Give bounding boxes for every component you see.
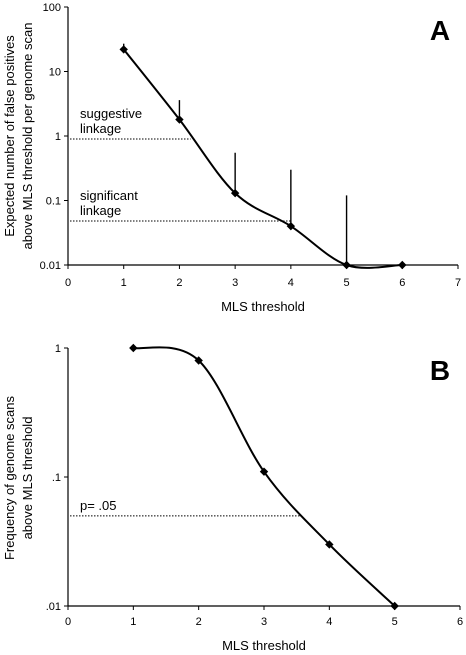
x-tick-label: 2 — [176, 277, 182, 289]
x-tick-label: 6 — [399, 277, 405, 289]
data-point — [390, 601, 399, 611]
x-tick-label: 6 — [457, 616, 463, 628]
series-line — [133, 346, 396, 607]
data-point — [119, 45, 128, 54]
threshold-label: suggestive — [80, 106, 142, 121]
x-tick-label: 3 — [261, 616, 267, 628]
y-axis-title: above MLS threshold — [20, 417, 35, 540]
data-point — [325, 540, 334, 549]
x-tick-label: 1 — [121, 277, 127, 289]
panel-letter: A — [430, 15, 450, 46]
threshold-label: linkage — [80, 121, 121, 136]
y-tick-label: 10 — [49, 67, 61, 79]
y-tick-label: .01 — [46, 601, 61, 613]
data-point — [129, 343, 138, 353]
data-point — [194, 356, 203, 365]
panel-letter: B — [430, 355, 450, 386]
data-point — [398, 260, 407, 270]
data-point — [259, 467, 269, 476]
threshold-label: linkage — [80, 203, 121, 218]
x-tick-label: 0 — [65, 616, 71, 628]
data-point — [175, 115, 184, 124]
threshold-label: p= .05 — [80, 498, 117, 513]
x-tick-label: 0 — [65, 277, 71, 289]
data-point — [342, 260, 351, 270]
chart-panel-b: 0 1 2 3 4 5 6 1 .1 .01 MLS threshold Frequency of g… — [2, 343, 463, 653]
data-point — [286, 221, 296, 231]
y-tick-label: 1 — [55, 131, 61, 143]
y-axis-title: above MLS threshold per genome scan — [20, 23, 35, 250]
y-tick-label: 1 — [55, 343, 61, 355]
threshold-label: significant — [80, 188, 138, 203]
y-tick-label: 0.01 — [40, 260, 61, 272]
y-tick-label: 0.1 — [46, 196, 61, 208]
x-tick-label: 5 — [344, 277, 350, 289]
x-tick-label: 3 — [232, 277, 238, 289]
y-axis-title: Frequency of genome scans — [2, 395, 17, 560]
y-tick-label: 100 — [43, 2, 61, 14]
x-tick-label: 4 — [288, 277, 294, 289]
data-point — [230, 188, 240, 198]
y-axis-title: Expected number of false positives — [2, 35, 17, 237]
x-tick-label: 7 — [455, 277, 461, 289]
y-tick-label: .1 — [52, 472, 61, 484]
x-axis-title: MLS threshold — [222, 638, 306, 653]
x-tick-label: 5 — [392, 616, 398, 628]
chart-panel-a: 0 1 2 3 4 5 6 7 100 10 1 0.1 0.01 MLS threshold Expect… — [2, 2, 461, 314]
x-tick-label: 2 — [196, 616, 202, 628]
series-line — [122, 48, 403, 269]
x-tick-label: 4 — [326, 616, 332, 628]
x-axis-title: MLS threshold — [221, 299, 305, 314]
x-tick-label: 1 — [130, 616, 136, 628]
